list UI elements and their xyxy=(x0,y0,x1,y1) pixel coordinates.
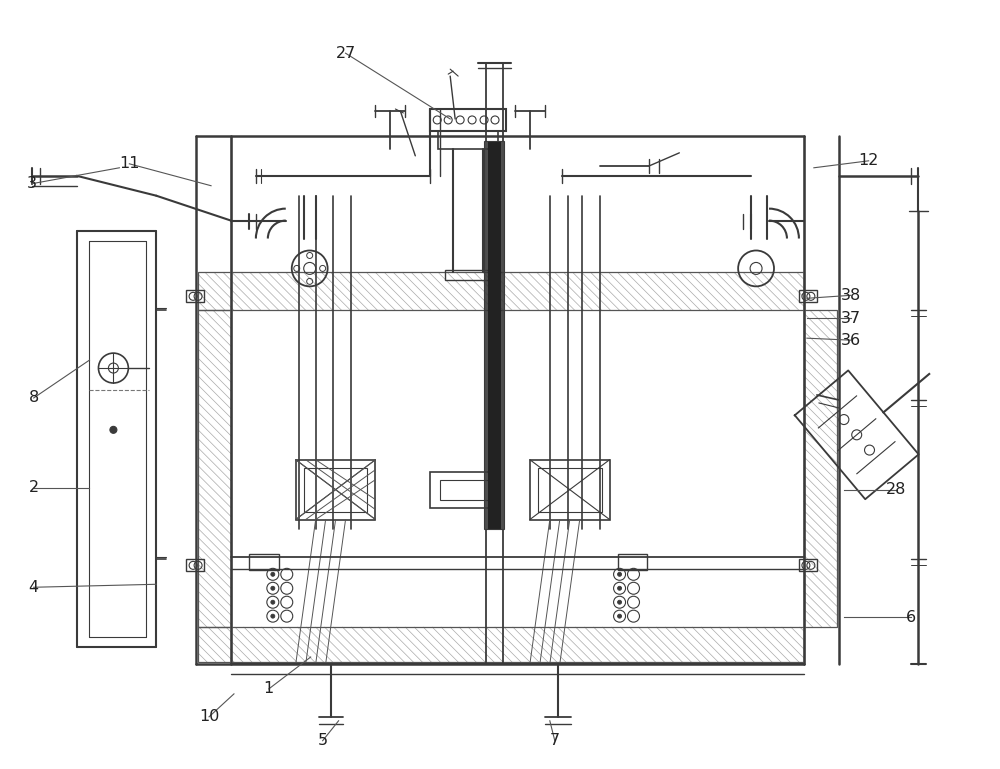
Bar xyxy=(618,554,647,571)
Text: 5: 5 xyxy=(318,733,328,748)
Bar xyxy=(430,109,506,131)
Bar xyxy=(799,559,817,571)
Circle shape xyxy=(271,601,275,604)
Text: 38: 38 xyxy=(841,288,861,303)
Bar xyxy=(484,141,504,530)
Bar xyxy=(530,460,610,520)
Text: 4: 4 xyxy=(29,580,39,594)
Text: 3: 3 xyxy=(27,176,37,191)
Bar xyxy=(538,468,602,511)
Text: 27: 27 xyxy=(335,45,356,61)
Bar xyxy=(186,291,204,302)
Bar xyxy=(487,141,501,530)
Bar xyxy=(440,480,490,500)
Bar xyxy=(430,471,500,508)
Circle shape xyxy=(271,586,275,591)
Bar xyxy=(249,554,279,571)
Bar xyxy=(198,310,231,628)
Bar xyxy=(296,460,375,520)
Text: 12: 12 xyxy=(858,153,879,168)
Text: 6: 6 xyxy=(905,610,916,624)
Circle shape xyxy=(618,572,622,576)
Text: 2: 2 xyxy=(29,480,39,495)
Circle shape xyxy=(271,572,275,576)
Circle shape xyxy=(618,601,622,604)
Text: 10: 10 xyxy=(199,709,219,724)
Bar xyxy=(198,272,804,310)
Text: 36: 36 xyxy=(841,333,861,348)
Text: 11: 11 xyxy=(119,156,140,171)
Bar xyxy=(799,291,817,302)
Bar xyxy=(438,131,498,149)
Bar xyxy=(186,559,204,571)
Text: 37: 37 xyxy=(841,311,861,326)
Text: 8: 8 xyxy=(29,391,39,405)
Bar xyxy=(804,310,837,628)
Bar xyxy=(304,468,367,511)
Text: 7: 7 xyxy=(550,733,560,748)
Circle shape xyxy=(110,426,117,433)
Bar xyxy=(198,628,804,662)
Text: 28: 28 xyxy=(886,482,907,497)
Text: 1: 1 xyxy=(264,681,274,697)
Circle shape xyxy=(618,614,622,618)
Circle shape xyxy=(271,614,275,618)
Bar xyxy=(445,271,491,281)
Circle shape xyxy=(618,586,622,591)
